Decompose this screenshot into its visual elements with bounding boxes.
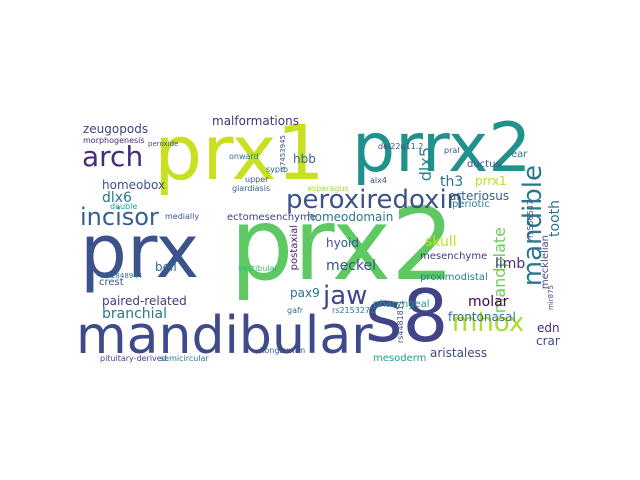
word-arteriosus: arteriosus (449, 189, 510, 203)
word-skull: skull (425, 234, 457, 250)
word-ear: ductus (467, 159, 501, 170)
word-incisor: incisor (80, 203, 159, 231)
word-gafr: gafr (287, 306, 304, 315)
word-rs7453945: rs7453945 (279, 135, 287, 173)
word-prrx1: prrx1 (475, 174, 507, 188)
word-mhox: mhox (452, 308, 525, 338)
word-double: double (110, 202, 138, 211)
word-rs2153271: rs2153271 (332, 306, 376, 315)
word-paired-related: paired-related (102, 294, 187, 308)
word-kongsuwan: medially (165, 212, 200, 221)
word-ductus: periotic (452, 199, 490, 210)
word-tooth: tooth (547, 200, 560, 237)
word-postaxial: mesenchyme (420, 251, 488, 262)
word-del22q11.2: del22q11.2 (378, 142, 424, 151)
word-prx: prx (80, 209, 200, 295)
word-s8: s8 (365, 274, 449, 358)
word-mandibular: mandibular (80, 306, 373, 365)
word-homeodomain: homeodomain (307, 210, 394, 224)
word-onward: onward (229, 152, 259, 161)
word-proximodistal: frontonasal (448, 310, 516, 324)
word-medially: morphogenesis (83, 136, 145, 145)
word-zeugopods: zeugopods (83, 122, 149, 136)
word-malformations: malformations (212, 115, 299, 128)
word-prx2: prx2 (230, 186, 455, 303)
word-pax9: pax9 (290, 286, 320, 300)
word-periotic: postaxial (289, 225, 300, 271)
word-alx4: alx4 (370, 176, 387, 185)
word-branchial: branchial (102, 306, 168, 322)
word-rs72848944: rs72848944 (100, 272, 143, 280)
word-ectomesenchyme: ectomesenchyme (227, 212, 316, 223)
word-arch: arch (82, 140, 144, 173)
word-dlx6: dlx6 (102, 190, 132, 206)
word-dlx5: dlx5 (416, 147, 435, 182)
word-asparagus: asparagus (307, 184, 349, 193)
word-semicircular: kongsuwan (260, 346, 306, 355)
word-pharyngeal: pharyngeal (373, 299, 430, 310)
word-frontonasal: crest (99, 277, 124, 288)
word-giardiasis: giardiasis (232, 184, 271, 193)
word-prx1: prx1 (154, 115, 325, 197)
word-sypro: sypro (266, 165, 288, 174)
word-mecklelian: pituitary-derived (100, 354, 167, 363)
word-meckel: meckel (326, 258, 377, 274)
word-th3: th3 (440, 174, 464, 190)
word-pral: ear (511, 149, 528, 160)
word-mesenchyme: molar (468, 294, 509, 310)
word-craniofacial: aristaless (430, 346, 488, 360)
word-rs4481811: rs4481811 (396, 300, 405, 344)
word-aristaless: mesoderm (373, 353, 427, 364)
word-cloud: prx2 prx1 prrx2 prx mandibular s8 arch i… (80, 115, 560, 365)
word-bell: bell (155, 260, 177, 274)
word-hbb: hbb (293, 152, 316, 166)
word-molar: proximodistal (420, 272, 488, 283)
word-pituitary-derived: semicircular (160, 354, 209, 363)
word-jaw: jaw (323, 281, 368, 311)
word-peroxiredoxin: peroxiredoxin (286, 185, 464, 215)
word-limb: limb (495, 256, 526, 272)
word-peroxide: peroxide (148, 140, 179, 148)
word-crest: ednra (537, 321, 560, 335)
word-mesoderm: mecklelian (540, 235, 551, 290)
word-rs556547: rs556547 (526, 200, 535, 238)
word-prrx2: prrx2 (352, 115, 532, 188)
word-upper: upper (245, 175, 269, 184)
word-morphogenesis: pral (444, 146, 460, 155)
word-homeobox: homeobox (102, 178, 166, 192)
word-vestibular: vestibular (238, 264, 278, 273)
word-ednra: craniofacial (536, 334, 560, 348)
word-hyoid: hyoid (326, 236, 359, 250)
word-mir875: mir875 (547, 285, 555, 311)
